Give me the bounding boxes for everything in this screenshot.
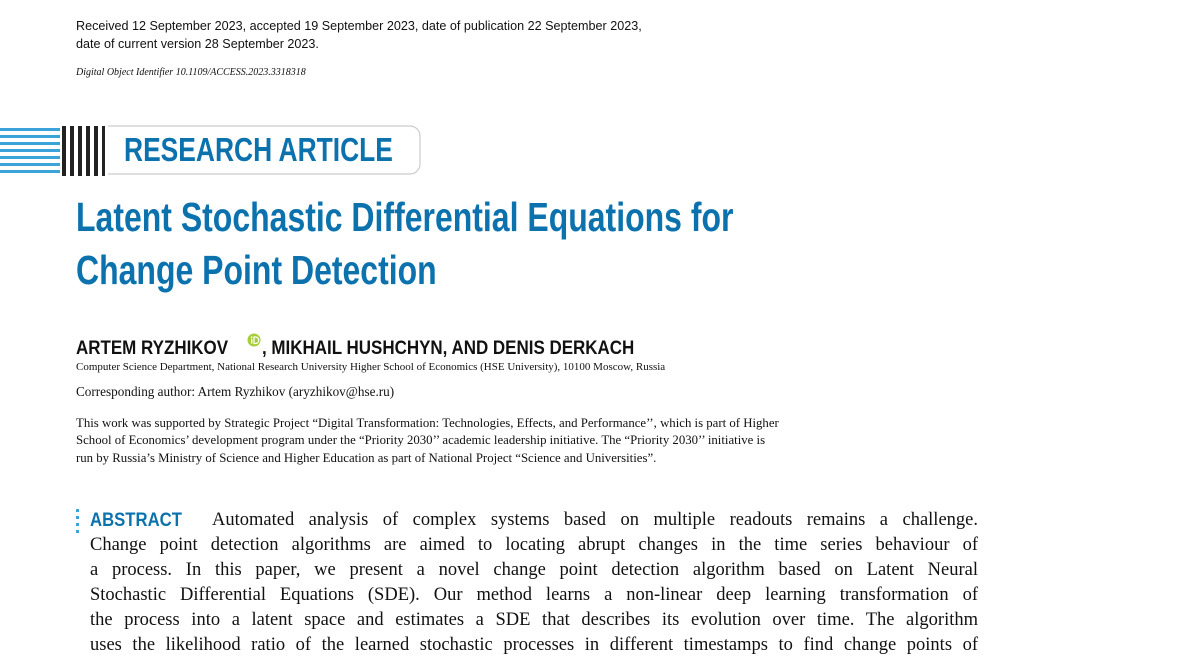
title-text: Latent Stochastic Differential Equations… <box>76 194 734 240</box>
author-names: , MIKHAIL HUSHCHYN, AND DENIS DERKACH <box>262 337 635 359</box>
title-text: Change Point Detection <box>76 247 437 293</box>
title-line: Latent Stochastic Differential Equations… <box>76 194 919 241</box>
article-banner <box>0 125 421 176</box>
abstract-label: ABSTRACT <box>90 510 195 532</box>
corresponding-author: Corresponding author: Artem Ryzhikov (ar… <box>76 384 395 399</box>
banner-stripes <box>0 126 105 176</box>
abstract-label-text: ABSTRACT <box>90 510 182 531</box>
current-version-date: date of current version 28 September 202… <box>76 37 319 51</box>
abstract-line: the process into a latent space and esti… <box>90 610 978 630</box>
other-authors: , MIKHAIL HUSHCHYN, AND DENIS DERKACH <box>262 337 690 360</box>
first-author: ARTEM RYZHIKOV <box>76 337 251 360</box>
abstract-line: Change point detection algorithms are ai… <box>90 535 978 555</box>
article-type-text: RESEARCH ARTICLE <box>124 131 393 168</box>
abstract-line: Automated analysis of complex systems ba… <box>212 510 978 530</box>
funding-line: run by Russia’s Ministry of Science and … <box>76 451 657 465</box>
abstract-line: a process. In this paper, we present a n… <box>90 560 978 580</box>
funding-line: School of Economics’ development program… <box>76 433 766 447</box>
doi: Digital Object Identifier 10.1109/ACCESS… <box>76 67 306 78</box>
article-type: RESEARCH ARTICLE <box>124 131 460 169</box>
abstract-line: uses the likelihood ratio of the learned… <box>90 635 978 655</box>
abstract-marker <box>76 509 79 533</box>
orcid-icon <box>247 333 261 347</box>
banner-frame <box>108 125 421 175</box>
funding-line: This work was supported by Strategic Pro… <box>76 416 779 430</box>
affiliation: Computer Science Department, National Re… <box>76 361 666 373</box>
abstract-line: Stochastic Differential Equations (SDE).… <box>90 585 978 605</box>
received-dates: Received 12 September 2023, accepted 19 … <box>76 19 642 33</box>
author-name: ARTEM RYZHIKOV <box>76 337 229 359</box>
title-line: Change Point Detection <box>76 247 538 294</box>
